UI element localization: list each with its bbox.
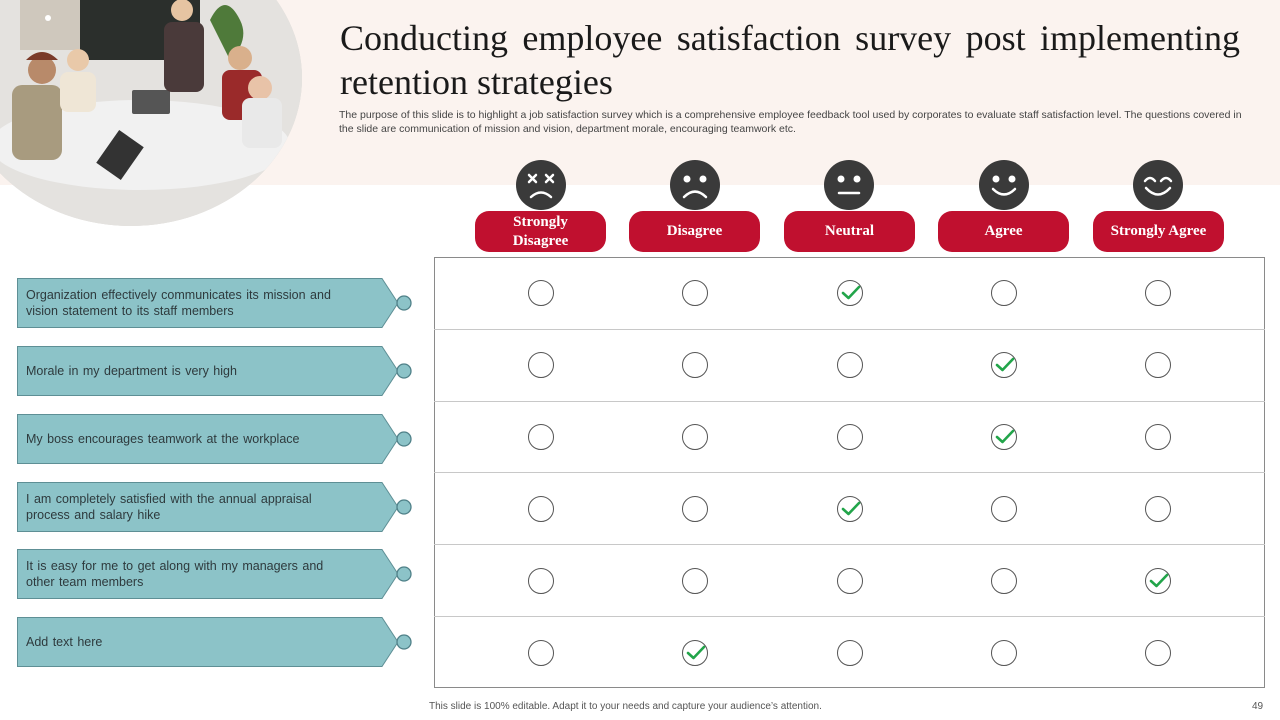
- response-radio[interactable]: [528, 280, 554, 306]
- question-row: Add text here: [17, 617, 412, 667]
- question-row: My boss encourages teamwork at the workp…: [17, 414, 412, 464]
- response-radio[interactable]: [682, 424, 708, 450]
- checkmark-icon: [1149, 573, 1169, 588]
- response-radio-selected[interactable]: [991, 424, 1017, 450]
- grid-divider: [434, 329, 1265, 330]
- scale-label-strongly-disagree: Strongly Disagree: [475, 211, 606, 252]
- response-radio-selected[interactable]: [837, 280, 863, 306]
- scale-label-agree: Agree: [938, 211, 1069, 252]
- question-text: It is easy for me to get along with my m…: [26, 559, 324, 589]
- response-radio-selected[interactable]: [682, 640, 708, 666]
- page-number: 49: [1252, 701, 1264, 712]
- response-radio-selected[interactable]: [991, 352, 1017, 378]
- response-radio[interactable]: [991, 568, 1017, 594]
- question-text: My boss encourages teamwork at the workp…: [26, 432, 300, 446]
- grid-divider: [434, 472, 1265, 473]
- face-happy-icon: [1133, 160, 1183, 210]
- response-radio[interactable]: [837, 352, 863, 378]
- response-radio[interactable]: [1145, 640, 1171, 666]
- checkmark-icon: [686, 645, 706, 660]
- grid-divider: [434, 544, 1265, 545]
- response-radio[interactable]: [1145, 280, 1171, 306]
- question-tab-shape: [17, 346, 412, 396]
- response-radio[interactable]: [1145, 496, 1171, 522]
- response-radio[interactable]: [991, 640, 1017, 666]
- response-radio[interactable]: [528, 424, 554, 450]
- question-tab-shape: [17, 278, 412, 328]
- response-radio[interactable]: [528, 568, 554, 594]
- response-radio[interactable]: [837, 568, 863, 594]
- checkmark-icon: [841, 285, 861, 300]
- question-row: I am completely satisfied with the annua…: [17, 482, 412, 532]
- checkmark-icon: [995, 357, 1015, 372]
- response-radio[interactable]: [682, 280, 708, 306]
- response-radio[interactable]: [837, 640, 863, 666]
- scale-label-strongly-agree: Strongly Agree: [1093, 211, 1224, 252]
- face-sad-icon: [670, 160, 720, 210]
- response-radio[interactable]: [528, 640, 554, 666]
- question-text: I am completely satisfied with the annua…: [26, 492, 312, 522]
- grid-divider: [434, 616, 1265, 617]
- question-tab-shape: [17, 482, 412, 532]
- question-row: Morale in my department is very high: [17, 346, 412, 396]
- scale-label-neutral: Neutral: [784, 211, 915, 252]
- question-row: It is easy for me to get along with my m…: [17, 549, 412, 599]
- question-text: Add text here: [26, 635, 103, 649]
- slide-title: Conducting employee satisfaction survey …: [340, 18, 1240, 102]
- question-tab-shape: [17, 549, 412, 599]
- question-tab-shape: [17, 414, 412, 464]
- face-dizzy-icon: [516, 160, 566, 210]
- team-meeting-photo: [0, 0, 302, 226]
- checkmark-icon: [995, 429, 1015, 444]
- response-radio[interactable]: [528, 496, 554, 522]
- checkmark-icon: [841, 501, 861, 516]
- response-radio[interactable]: [682, 496, 708, 522]
- question-text: Morale in my department is very high: [26, 364, 237, 378]
- response-radio[interactable]: [1145, 424, 1171, 450]
- scale-label-disagree: Disagree: [629, 211, 760, 252]
- grid-divider: [434, 401, 1265, 402]
- slide-subtitle: The purpose of this slide is to highligh…: [339, 109, 1242, 135]
- response-radio[interactable]: [682, 352, 708, 378]
- response-radio[interactable]: [528, 352, 554, 378]
- question-row: Organization effectively communicates it…: [17, 278, 412, 328]
- footer-note: This slide is 100% editable. Adapt it to…: [429, 701, 822, 712]
- response-radio[interactable]: [991, 496, 1017, 522]
- response-radio[interactable]: [837, 424, 863, 450]
- question-tab-shape: [17, 617, 412, 667]
- response-radio-selected[interactable]: [837, 496, 863, 522]
- question-text: Organization effectively communicates it…: [26, 288, 331, 318]
- response-radio[interactable]: [682, 568, 708, 594]
- face-neutral-icon: [824, 160, 874, 210]
- face-smile-icon: [979, 160, 1029, 210]
- response-radio-selected[interactable]: [1145, 568, 1171, 594]
- response-radio[interactable]: [991, 280, 1017, 306]
- response-radio[interactable]: [1145, 352, 1171, 378]
